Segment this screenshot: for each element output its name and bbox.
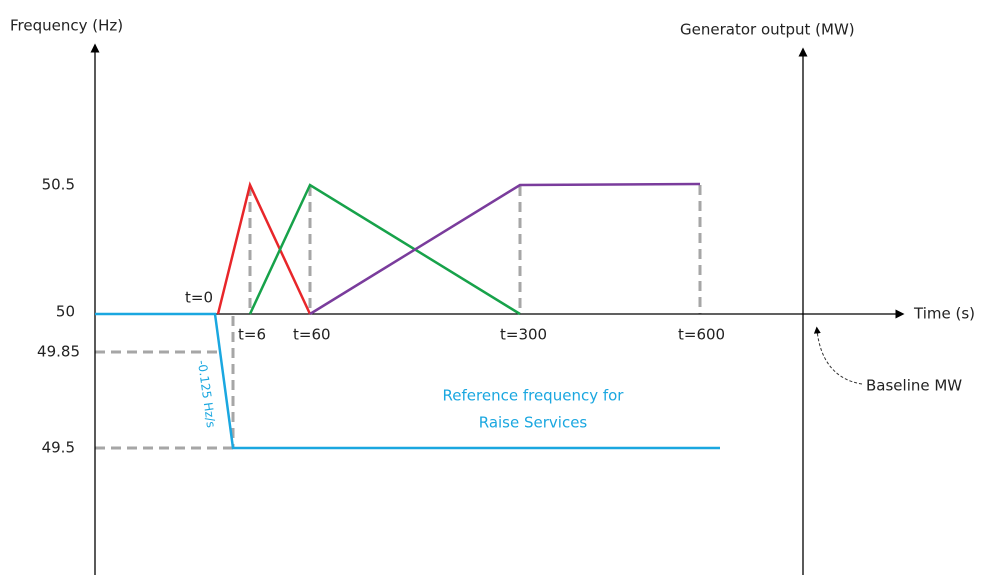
reference-label: Raise Services (479, 414, 588, 432)
reference-label: Reference frequency for (443, 387, 625, 405)
baseline-label: Baseline MW (866, 377, 962, 395)
freq-label: 50.5 (42, 176, 75, 194)
time-label: t=6 (238, 326, 266, 344)
baseline-arrow (813, 326, 863, 385)
time-label: t=600 (678, 326, 725, 344)
axes (90, 43, 905, 575)
freq-label: 50 (56, 303, 75, 321)
time-axis-label: Time (s) (913, 305, 975, 323)
reference-line (95, 312, 720, 450)
time-label: t=60 (293, 326, 331, 344)
right-axis-label: Generator output (MW) (680, 21, 855, 39)
purple-service (309, 182, 701, 316)
ramp-label: -0.125 Hz/s (195, 359, 218, 428)
guides (95, 185, 702, 450)
freq-label: 49.5 (42, 439, 75, 457)
time-label: t=0 (185, 289, 213, 307)
time-label: t=300 (500, 326, 547, 344)
red-service (216, 181, 312, 315)
green-service (248, 183, 521, 316)
freq-label: 49.85 (37, 343, 80, 361)
left-axis-label: Frequency (Hz) (10, 17, 123, 35)
